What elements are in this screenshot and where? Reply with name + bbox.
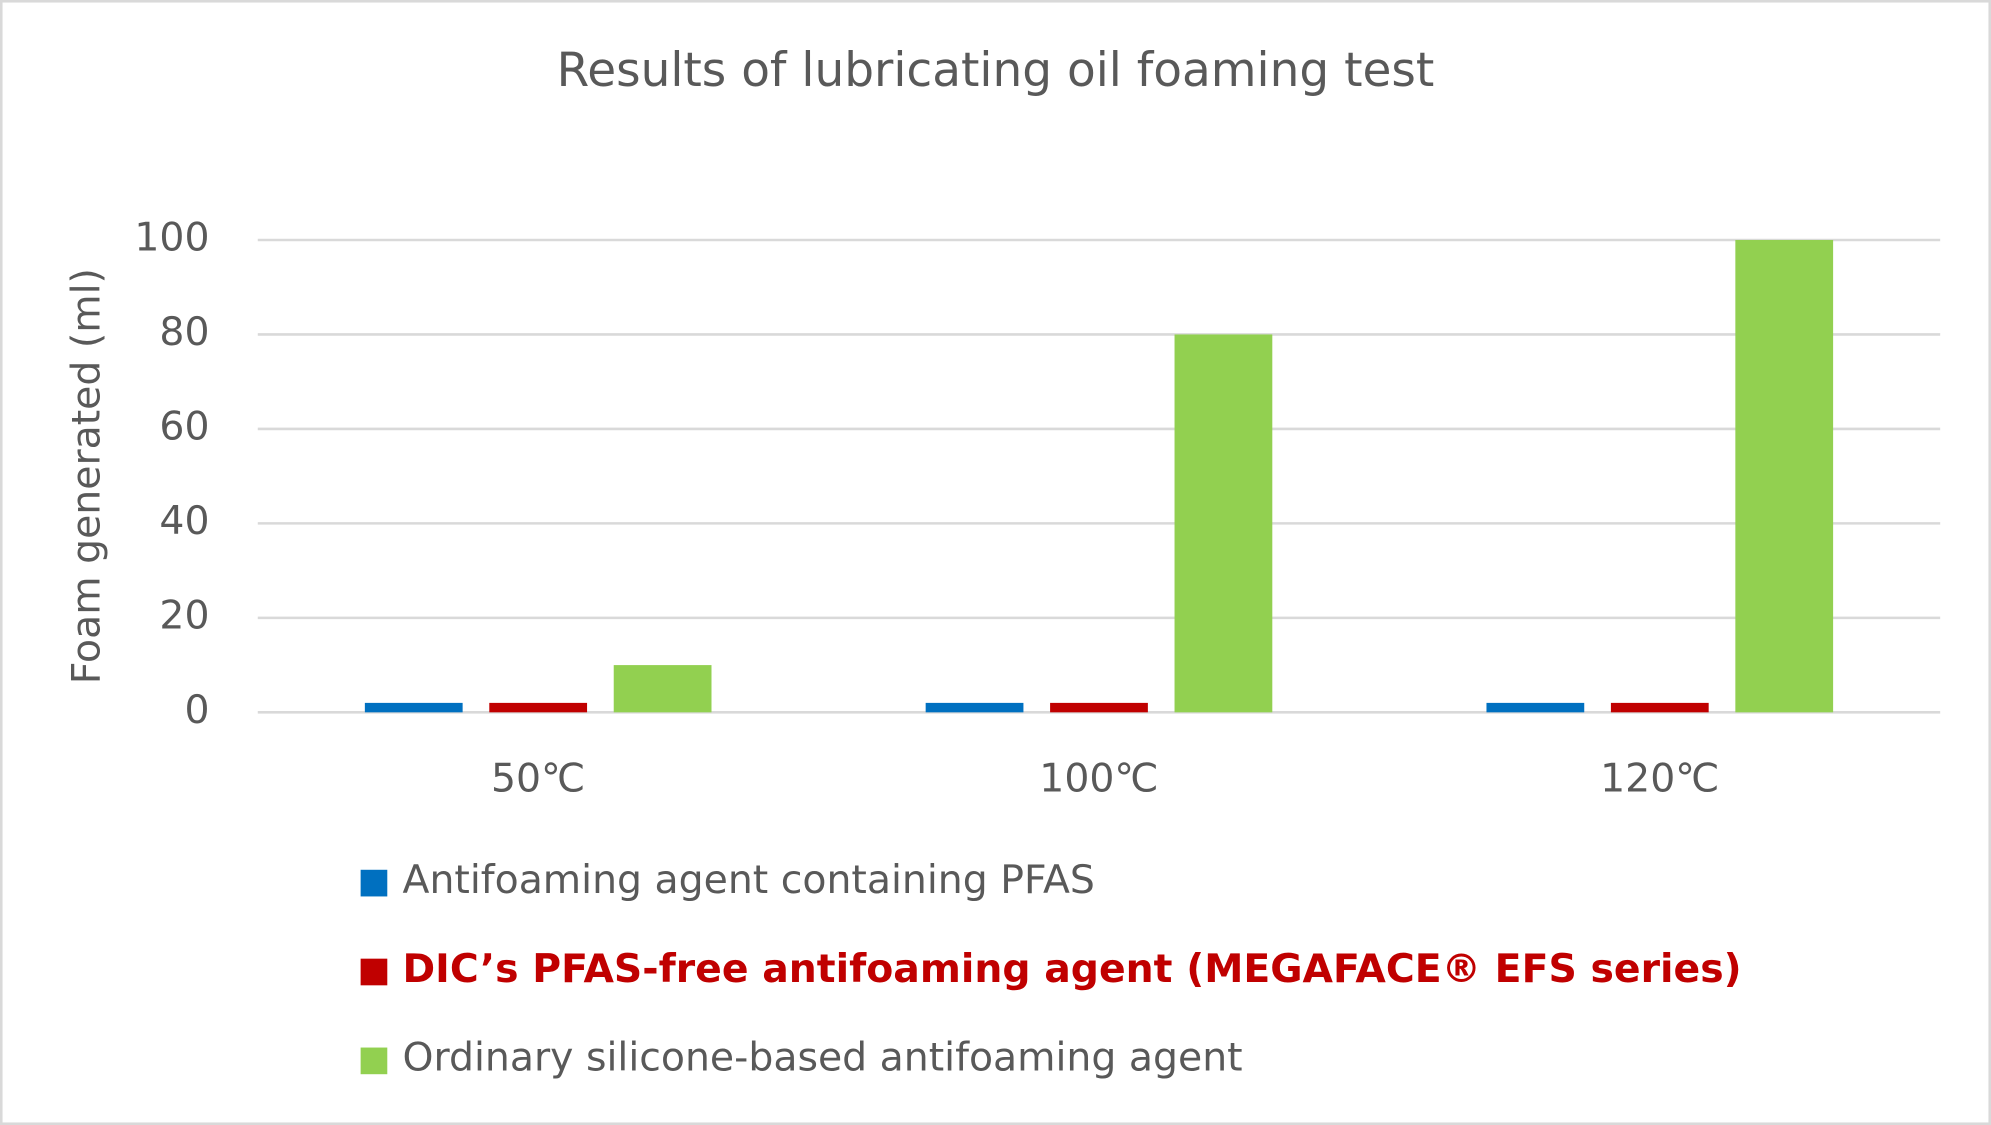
x-tick-label: 100℃ <box>1039 755 1158 801</box>
y-tick-label: 0 <box>184 687 209 733</box>
y-tick-label: 80 <box>159 309 209 355</box>
y-tick-label: 60 <box>159 403 209 449</box>
legend-label: DIC’s PFAS-free antifoaming agent (MEGAF… <box>403 946 1742 992</box>
bar <box>1735 239 1834 713</box>
bar <box>1610 702 1709 713</box>
x-tick-label: 120℃ <box>1600 755 1719 801</box>
bar <box>364 702 463 713</box>
bar <box>925 702 1024 713</box>
bar <box>613 665 712 713</box>
y-tick-label: 20 <box>159 592 209 638</box>
chart-title: Results of lubricating oil foaming test <box>557 43 1435 98</box>
bar <box>1174 334 1273 713</box>
x-tick-label: 50℃ <box>491 755 585 801</box>
legend-swatch <box>360 958 388 986</box>
bar <box>489 702 588 713</box>
y-tick-label: 40 <box>159 498 209 544</box>
legend-swatch <box>360 869 388 897</box>
legend-label: Ordinary silicone-based antifoaming agen… <box>403 1035 1243 1081</box>
y-axis-label: Foam generated (ml) <box>63 268 109 684</box>
y-tick-label: 100 <box>134 214 209 260</box>
bar <box>1050 702 1148 713</box>
legend-label: Antifoaming agent containing PFAS <box>403 857 1095 903</box>
legend-swatch <box>360 1047 388 1075</box>
bar <box>1486 702 1585 713</box>
